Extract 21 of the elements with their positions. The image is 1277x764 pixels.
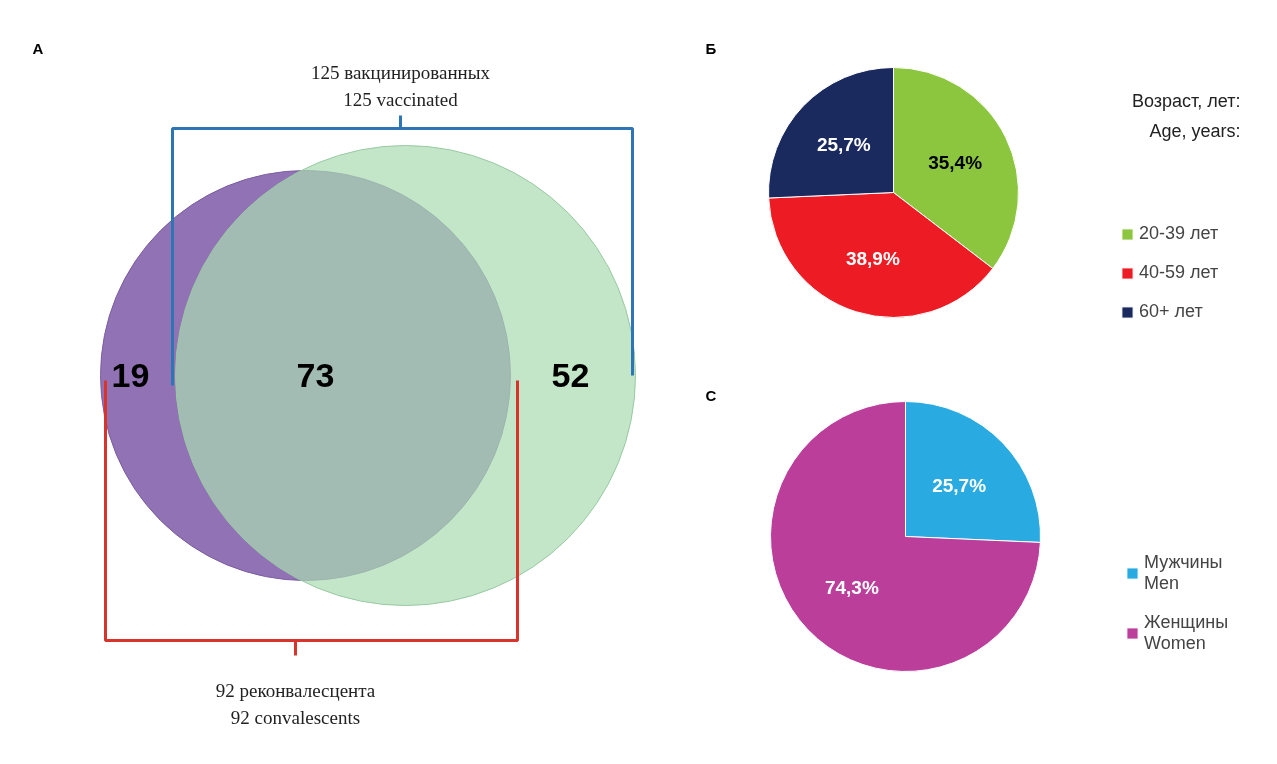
- data-label: 25,7%: [932, 474, 987, 496]
- chart-title: С: [705, 387, 717, 404]
- data-label: 74,3%: [824, 577, 879, 599]
- data-label: 25,7%: [816, 134, 871, 156]
- legend-label: 60+ лет: [1139, 301, 1203, 322]
- legend-label: Женщины Women: [1144, 612, 1229, 654]
- data-label: 35,4%: [928, 151, 983, 173]
- text: 125 вакцинированных: [310, 62, 491, 83]
- text: 125 vaccinated: [343, 89, 459, 110]
- data-label: 38,9%: [845, 247, 900, 269]
- chart-title: Б: [705, 40, 717, 57]
- data-label: 19: [111, 356, 150, 394]
- data-label: 52: [551, 356, 590, 394]
- text: 92 реконвалесцента: [215, 680, 376, 701]
- text: 92 convalescents: [230, 707, 361, 728]
- legend-label: 20-39 лет: [1139, 223, 1219, 244]
- data-label: 73: [296, 356, 335, 394]
- text: А: [32, 40, 44, 57]
- legend-label: 40-59 лет: [1139, 262, 1219, 283]
- legend-title: Возраст, лет: Age, years:: [1132, 90, 1241, 141]
- legend-label: Мужчины Men: [1144, 552, 1223, 594]
